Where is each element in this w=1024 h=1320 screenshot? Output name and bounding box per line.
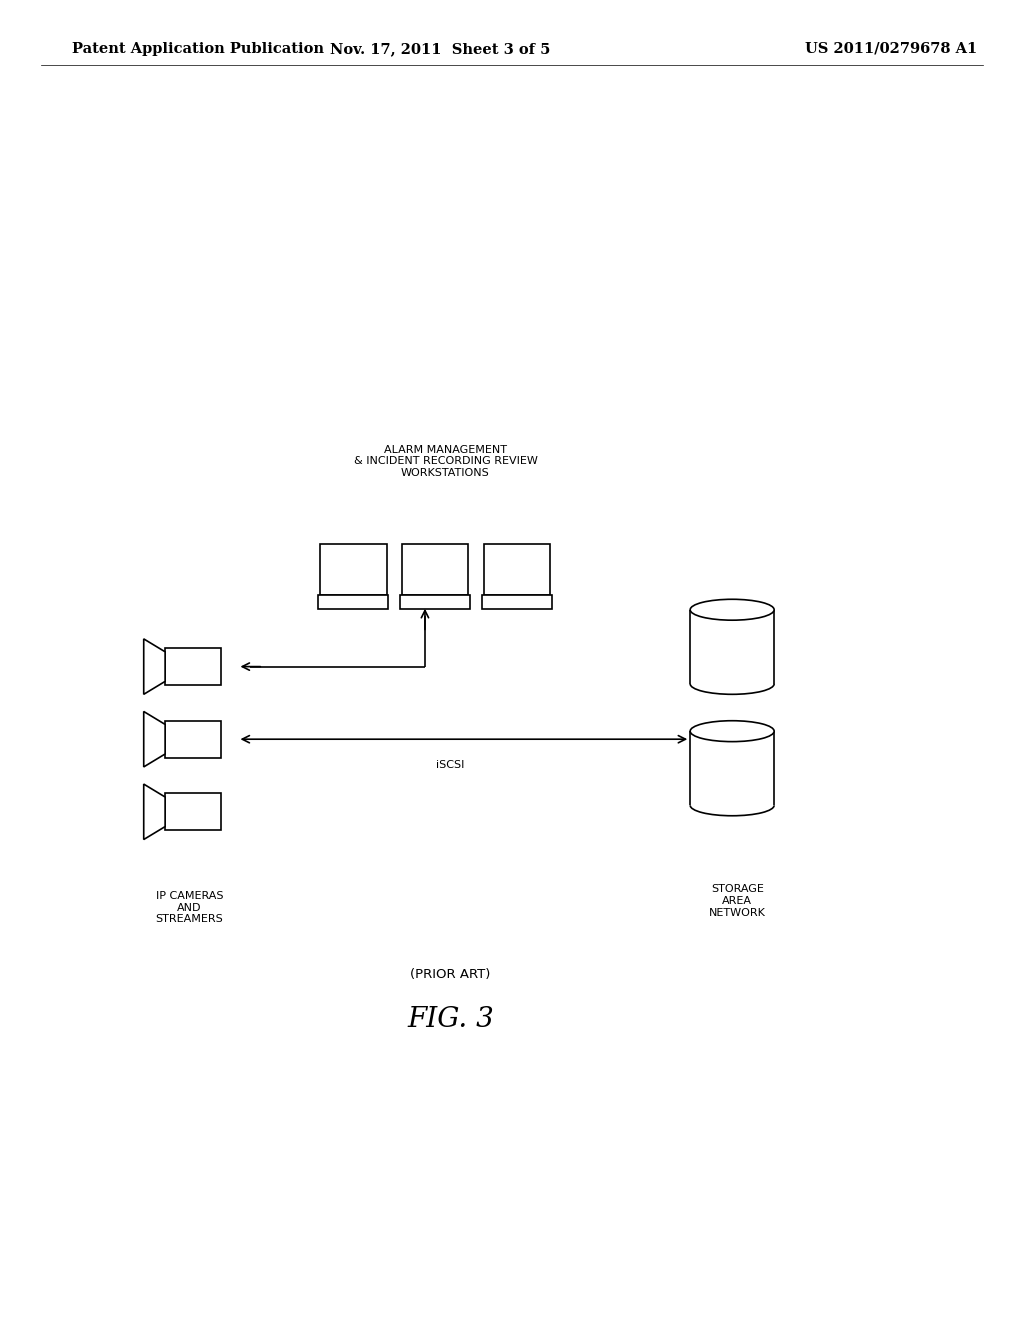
Ellipse shape (690, 721, 774, 742)
Text: US 2011/0279678 A1: US 2011/0279678 A1 (805, 42, 977, 55)
Bar (482, 594, 552, 609)
Text: Patent Application Publication: Patent Application Publication (72, 42, 324, 55)
Text: (PRIOR ART): (PRIOR ART) (411, 968, 490, 981)
Ellipse shape (690, 599, 774, 620)
Text: IP CAMERAS
AND
STREAMERS: IP CAMERAS AND STREAMERS (156, 891, 223, 924)
Text: iSCSI: iSCSI (436, 760, 465, 771)
Bar (165, 721, 221, 758)
Polygon shape (143, 784, 165, 840)
Bar (400, 594, 470, 609)
Bar (165, 648, 221, 685)
Bar (318, 594, 388, 609)
Bar (319, 544, 387, 594)
Bar (401, 544, 468, 594)
Bar (484, 544, 551, 594)
Text: FIG. 3: FIG. 3 (408, 1006, 494, 1032)
Text: ALARM MANAGEMENT
& INCIDENT RECORDING REVIEW
WORKSTATIONS: ALARM MANAGEMENT & INCIDENT RECORDING RE… (353, 445, 538, 478)
Polygon shape (143, 711, 165, 767)
Text: STORAGE
AREA
NETWORK: STORAGE AREA NETWORK (709, 884, 766, 917)
Polygon shape (143, 639, 165, 694)
Text: Nov. 17, 2011  Sheet 3 of 5: Nov. 17, 2011 Sheet 3 of 5 (330, 42, 551, 55)
Bar (165, 793, 221, 830)
